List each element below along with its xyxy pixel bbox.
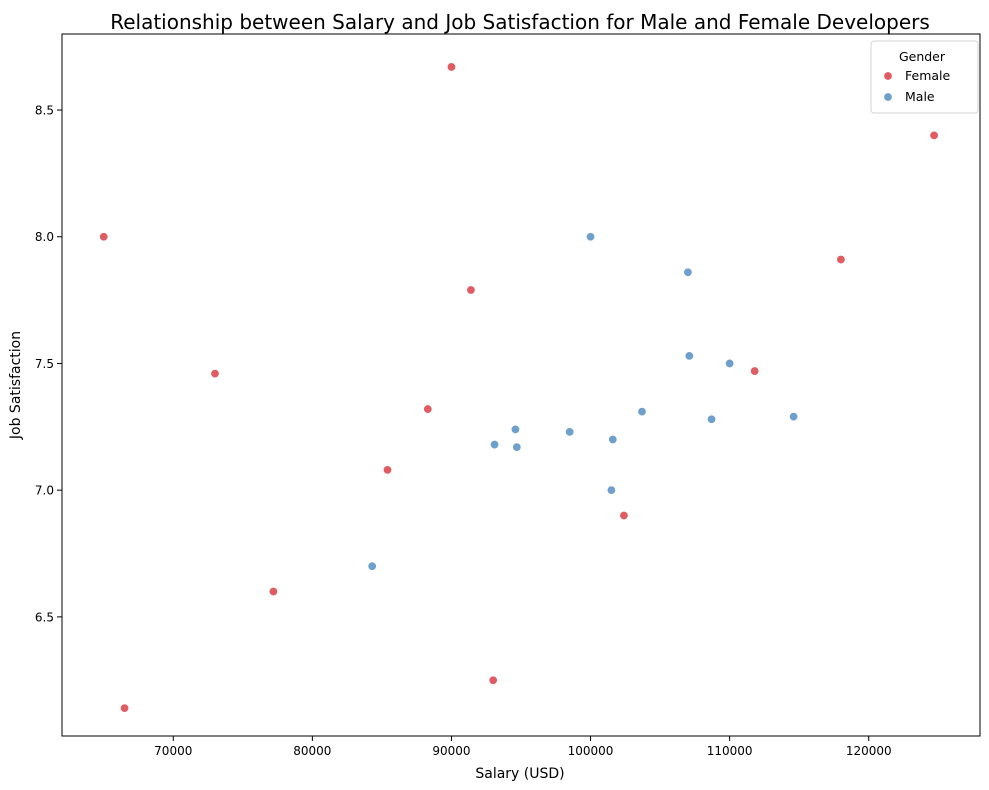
data-point-male (564, 427, 575, 437)
data-point-female (836, 254, 846, 265)
data-point-female (446, 62, 457, 72)
data-point-male (489, 439, 500, 450)
legend-label-female: Female (905, 68, 951, 83)
x-tick-label: 100000 (568, 744, 614, 758)
data-point-male (683, 267, 693, 277)
x-tick-label: 80000 (293, 744, 331, 758)
x-tick-label: 110000 (707, 744, 753, 758)
x-tick-label: 90000 (432, 744, 470, 758)
data-point-male (367, 561, 377, 571)
data-point-female (382, 465, 393, 475)
legend-title: Gender (899, 49, 946, 64)
x-tick-label: 120000 (846, 744, 892, 758)
y-tick-label: 8.0 (35, 230, 54, 244)
data-point-male (637, 406, 647, 417)
series-male (367, 232, 799, 571)
data-point-male (724, 358, 735, 369)
x-axis-label: Salary (USD) (475, 766, 564, 782)
y-tick-label: 6.5 (35, 610, 54, 624)
y-axis-label: Job Satisfaction (8, 331, 24, 440)
y-tick-label: 7.0 (35, 484, 54, 498)
y-tick-label: 8.5 (35, 104, 54, 118)
data-point-female (488, 675, 498, 685)
series-female (99, 62, 939, 713)
legend-marker-female (883, 71, 893, 81)
data-point-male (684, 351, 695, 361)
data-point-female (619, 510, 629, 521)
data-points (99, 62, 939, 713)
legend-entries: Female Male (883, 68, 951, 104)
data-point-male (606, 485, 617, 495)
plot-area-frame (61, 33, 981, 737)
data-point-male (706, 414, 717, 424)
data-point-female (423, 404, 433, 414)
data-point-male (788, 411, 799, 422)
data-point-male (510, 424, 521, 435)
y-tick-label: 7.5 (35, 357, 54, 371)
data-point-male (512, 442, 522, 452)
chart-title: Relationship between Salary and Job Sati… (110, 10, 930, 34)
data-point-male (585, 232, 596, 242)
legend: Gender Female Male (870, 40, 979, 114)
legend-marker-male (883, 92, 893, 102)
x-tick-label: 70000 (154, 744, 192, 758)
x-axis: 70000 80000 90000 100000 110000 120000 (154, 736, 892, 758)
data-point-female (119, 703, 130, 713)
legend-box (870, 40, 979, 114)
data-point-female (99, 232, 109, 242)
data-point-female (268, 586, 279, 597)
data-point-female (749, 366, 760, 376)
y-axis: 6.5 7.0 7.5 8.0 8.5 (35, 104, 62, 624)
data-point-female (929, 130, 939, 141)
data-point-female (210, 368, 220, 379)
data-point-male (608, 434, 618, 445)
legend-label-male: Male (905, 89, 935, 104)
data-point-female (466, 285, 476, 295)
